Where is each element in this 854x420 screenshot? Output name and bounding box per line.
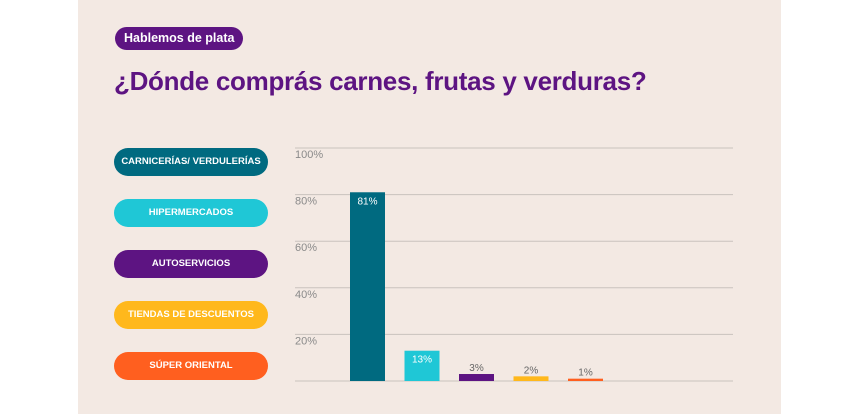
legend-item: CARNICERÍAS/ VERDULERÍAS — [114, 148, 268, 176]
bar — [404, 350, 440, 381]
y-tick-label: 40% — [295, 289, 317, 301]
y-tick-label: 60% — [295, 242, 317, 254]
legend-item: HIPERMERCADOS — [114, 199, 268, 227]
bar — [459, 374, 494, 381]
page-title: ¿Dónde comprás carnes, frutas y verduras… — [114, 66, 647, 96]
data-label: 1% — [578, 368, 593, 379]
legend-item: AUTOSERVICIOS — [114, 250, 268, 278]
data-label: 81% — [357, 196, 377, 207]
data-label: 13% — [412, 355, 432, 366]
legend-item: TIENDAS DE DESCUENTOS — [114, 301, 268, 329]
bar — [350, 192, 385, 381]
bar — [568, 378, 603, 381]
data-label: 3% — [469, 363, 484, 374]
legend-item: SÚPER ORIENTAL — [114, 352, 268, 380]
y-tick-label: 100% — [295, 149, 323, 161]
y-tick-label: 20% — [295, 335, 317, 347]
data-label: 2% — [524, 365, 539, 376]
y-tick-label: 80% — [295, 196, 317, 208]
section-tag: Hablemos de plata — [115, 27, 244, 50]
bar — [513, 376, 549, 381]
